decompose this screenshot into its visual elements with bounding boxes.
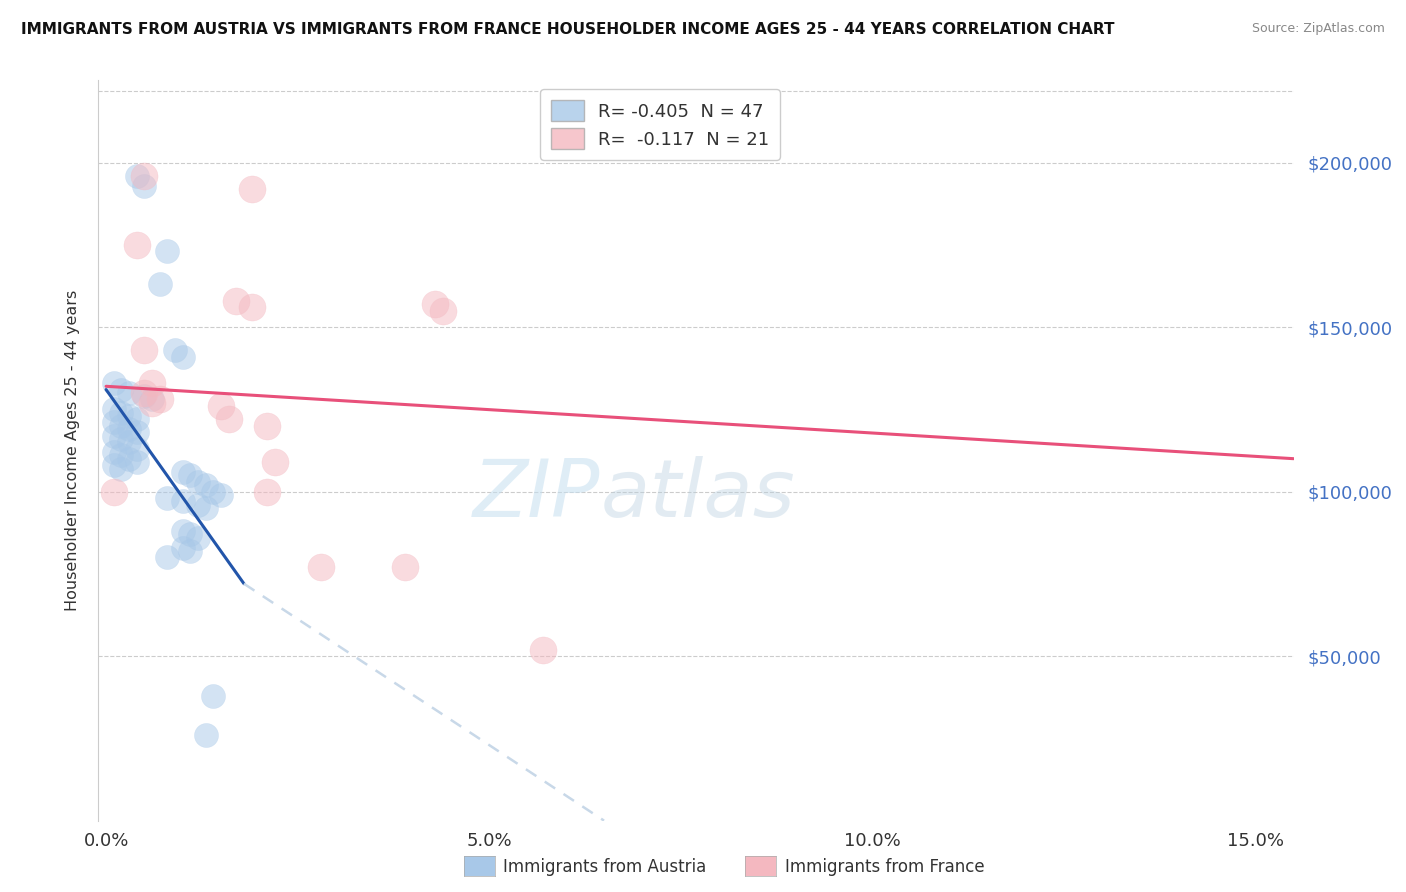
Point: [149, 277, 172, 292]
Point: [240, 301, 263, 315]
Point: [202, 484, 225, 499]
Text: Immigrants from Austria: Immigrants from Austria: [503, 858, 707, 876]
Point: [225, 293, 247, 308]
Point: [110, 449, 132, 463]
Point: [172, 465, 194, 479]
Point: [103, 428, 125, 442]
Point: [134, 385, 156, 400]
Point: [172, 494, 194, 508]
Point: [156, 491, 179, 505]
Point: [103, 416, 125, 430]
Point: [141, 396, 163, 410]
Point: [240, 182, 263, 196]
Text: atlas: atlas: [600, 456, 796, 534]
Point: [110, 432, 132, 446]
Text: IMMIGRANTS FROM AUSTRIA VS IMMIGRANTS FROM FRANCE HOUSEHOLDER INCOME AGES 25 - 4: IMMIGRANTS FROM AUSTRIA VS IMMIGRANTS FR…: [21, 22, 1115, 37]
Point: [394, 560, 416, 574]
Y-axis label: Householder Income Ages 25 - 44 years: Householder Income Ages 25 - 44 years: [65, 290, 80, 611]
Point: [125, 412, 148, 426]
Point: [187, 531, 209, 545]
Point: [141, 392, 163, 407]
Point: [103, 458, 125, 473]
Point: [156, 550, 179, 565]
Point: [118, 409, 141, 423]
Point: [179, 544, 201, 558]
Point: [187, 475, 209, 489]
Point: [118, 451, 141, 466]
Point: [110, 406, 132, 420]
Point: [163, 343, 186, 357]
Point: [209, 399, 232, 413]
Point: [187, 498, 209, 512]
Point: [432, 303, 454, 318]
Point: [103, 484, 125, 499]
Point: [110, 461, 132, 475]
Point: [141, 376, 163, 390]
Point: [179, 468, 201, 483]
Point: [125, 455, 148, 469]
Text: Immigrants from France: Immigrants from France: [785, 858, 984, 876]
Point: [125, 442, 148, 456]
Point: [209, 488, 232, 502]
Text: ZIP: ZIP: [472, 456, 600, 534]
Point: [134, 178, 156, 193]
Point: [156, 244, 179, 259]
Text: Source: ZipAtlas.com: Source: ZipAtlas.com: [1251, 22, 1385, 36]
Point: [110, 418, 132, 433]
Point: [531, 642, 554, 657]
Point: [172, 524, 194, 538]
Point: [134, 343, 156, 357]
Point: [256, 484, 278, 499]
Point: [118, 422, 141, 436]
Point: [309, 560, 332, 574]
Point: [202, 689, 225, 703]
Point: [118, 435, 141, 450]
Point: [194, 728, 217, 742]
Point: [149, 392, 172, 407]
Point: [118, 385, 141, 400]
Point: [263, 455, 285, 469]
Point: [125, 425, 148, 440]
Point: [110, 383, 132, 397]
Point: [134, 169, 156, 183]
Point: [172, 350, 194, 364]
Point: [125, 169, 148, 183]
Point: [256, 418, 278, 433]
Point: [103, 445, 125, 459]
Point: [103, 376, 125, 390]
Point: [218, 412, 240, 426]
Point: [425, 297, 447, 311]
Point: [194, 501, 217, 516]
Point: [134, 389, 156, 403]
Point: [194, 478, 217, 492]
Point: [103, 402, 125, 417]
Point: [179, 527, 201, 541]
Point: [125, 237, 148, 252]
Legend: R= -0.405  N = 47, R=  -0.117  N = 21: R= -0.405 N = 47, R= -0.117 N = 21: [540, 89, 780, 160]
Point: [172, 541, 194, 555]
